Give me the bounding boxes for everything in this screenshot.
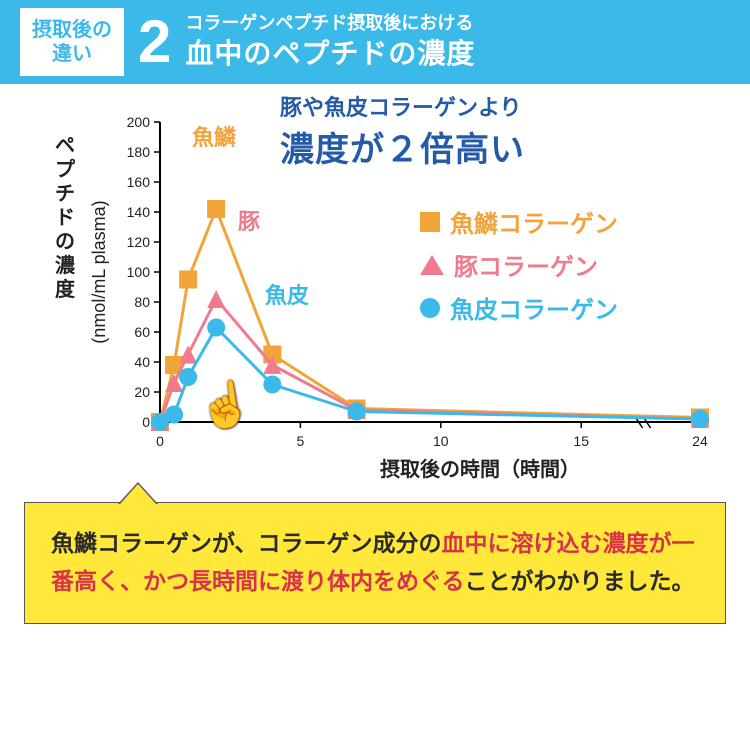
pointing-hand-icon: ☝️: [195, 380, 255, 431]
svg-text:濃: 濃: [55, 254, 76, 277]
callout-box: 魚鱗コラーゲンが、コラーゲン成分の血中に溶け込む濃度が一番高く、かつ長時間に渡り…: [24, 502, 726, 624]
svg-text:160: 160: [127, 174, 151, 190]
callout-prefix: 魚鱗コラーゲンが、コラーゲン成分の: [51, 530, 442, 556]
svg-text:200: 200: [127, 114, 151, 130]
legend-label: 豚コラーゲン: [454, 247, 598, 282]
chart-area: 豚や魚皮コラーゲンより 濃度が２倍高い 魚鱗コラーゲン豚コラーゲン魚皮コラーゲン…: [0, 84, 750, 502]
svg-text:140: 140: [127, 204, 151, 220]
svg-text:ペ: ペ: [55, 135, 75, 157]
chart-headline: 豚や魚皮コラーゲンより 濃度が２倍高い: [280, 90, 525, 171]
legend-row: 魚皮コラーゲン: [420, 290, 618, 325]
svg-text:ド: ド: [55, 207, 75, 229]
headline-line1: 豚や魚皮コラーゲンより: [280, 90, 525, 122]
chart-legend: 魚鱗コラーゲン豚コラーゲン魚皮コラーゲン: [420, 204, 618, 333]
svg-text:80: 80: [134, 294, 150, 310]
callout-suffix: ことがわかりました。: [465, 568, 695, 594]
callout-arrow: [120, 484, 156, 504]
svg-text:100: 100: [127, 264, 151, 280]
svg-text:0: 0: [156, 433, 164, 449]
svg-text:(nmol/mL plasma): (nmol/mL plasma): [89, 200, 109, 343]
svg-text:180: 180: [127, 144, 151, 160]
series-inline-label: 魚鱗: [192, 120, 236, 152]
svg-text:5: 5: [297, 433, 305, 449]
header-line1: コラーゲンペプチド摂取後における: [185, 11, 475, 35]
series-inline-label: 魚皮: [265, 278, 309, 310]
svg-text:プ: プ: [55, 158, 76, 181]
header-text: コラーゲンペプチド摂取後における 血中のペプチドの濃度: [185, 11, 475, 73]
svg-text:60: 60: [134, 324, 150, 340]
svg-text:10: 10: [433, 433, 449, 449]
svg-text:15: 15: [573, 433, 589, 449]
legend-label: 魚皮コラーゲン: [450, 290, 618, 325]
svg-text:0: 0: [142, 414, 150, 430]
header-number: 2: [138, 12, 171, 72]
svg-text:の: の: [55, 231, 75, 253]
legend-row: 豚コラーゲン: [420, 247, 618, 282]
header-banner: 摂取後の 違い 2 コラーゲンペプチド摂取後における 血中のペプチドの濃度: [0, 0, 750, 84]
header-badge: 摂取後の 違い: [20, 8, 124, 76]
svg-text:チ: チ: [55, 183, 75, 205]
legend-marker-icon: [420, 255, 444, 275]
svg-text:40: 40: [134, 354, 150, 370]
svg-text:20: 20: [134, 384, 150, 400]
legend-marker-icon: [420, 212, 440, 232]
svg-text:120: 120: [127, 234, 151, 250]
svg-text:摂取後の時間（時間）: 摂取後の時間（時間）: [380, 457, 580, 481]
legend-marker-icon: [420, 298, 440, 318]
headline-line2: 濃度が２倍高い: [280, 122, 525, 171]
badge-line2: 違い: [52, 43, 92, 65]
svg-text:度: 度: [55, 277, 76, 301]
callout-wrap: 魚鱗コラーゲンが、コラーゲン成分の血中に溶け込む濃度が一番高く、かつ長時間に渡り…: [0, 502, 750, 644]
header-line2: 血中のペプチドの濃度: [185, 35, 475, 73]
legend-row: 魚鱗コラーゲン: [420, 204, 618, 239]
badge-line1: 摂取後の: [32, 19, 112, 41]
svg-text:24: 24: [692, 433, 708, 449]
series-inline-label: 豚: [238, 204, 260, 236]
legend-label: 魚鱗コラーゲン: [450, 204, 618, 239]
